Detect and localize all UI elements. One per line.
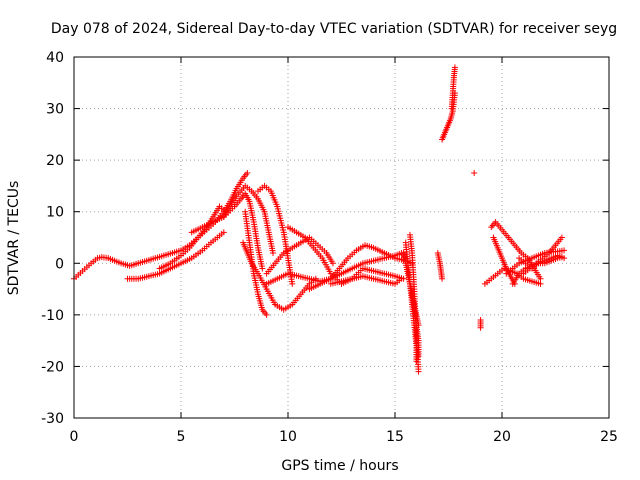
x-tick-label: 25 xyxy=(600,429,618,445)
series-track-b xyxy=(124,229,227,282)
data-point xyxy=(259,265,266,272)
y-tick-label: 40 xyxy=(46,50,64,66)
y-tick-label: 0 xyxy=(55,256,64,272)
series-track-a xyxy=(71,170,251,282)
data-point xyxy=(263,311,270,318)
data-point xyxy=(558,234,565,241)
x-tick-label: 15 xyxy=(386,429,404,445)
data-point xyxy=(415,353,422,360)
x-axis-ticks: 0 5 10 15 20 25 xyxy=(70,57,618,445)
series-track-e xyxy=(220,182,277,256)
x-axis-label: GPS time / hours xyxy=(281,458,398,474)
x-tick-label: 5 xyxy=(177,429,186,445)
series-track-t xyxy=(448,64,458,112)
data-point xyxy=(561,247,568,254)
x-tick-label: 20 xyxy=(493,429,511,445)
data-point xyxy=(451,64,458,71)
series-outlier-b xyxy=(477,317,484,331)
y-tick-label: 10 xyxy=(46,205,64,221)
plot-frame xyxy=(73,56,610,419)
y-tick-label: -10 xyxy=(41,308,64,324)
data-point xyxy=(439,275,446,282)
data-point xyxy=(537,280,544,287)
y-tick-label: -30 xyxy=(41,411,64,427)
series-track-l xyxy=(306,242,416,293)
series-track-g xyxy=(240,239,319,313)
y-axis-label: SDTVAR / TECUs xyxy=(6,181,22,296)
x-tick-label: 0 xyxy=(70,429,79,445)
series-track-i xyxy=(263,234,336,277)
y-tick-label: 30 xyxy=(46,102,64,118)
y-tick-label: 20 xyxy=(46,153,64,169)
series-track-r xyxy=(434,249,446,282)
grid xyxy=(74,57,609,418)
data-point xyxy=(270,249,277,256)
data-point xyxy=(329,260,336,267)
series-track-aa xyxy=(516,252,568,272)
series-track-m xyxy=(327,273,405,287)
series-track-q xyxy=(409,291,422,360)
data-point xyxy=(415,368,422,375)
data-point xyxy=(244,170,251,177)
chart-title: Day 078 of 2024, Sidereal Day-to-day VTE… xyxy=(51,21,617,37)
data-point xyxy=(398,275,405,282)
series-track-h xyxy=(255,182,296,287)
y-axis-ticks: -30 -20 -10 0 10 20 30 40 xyxy=(41,50,609,427)
y-tick-label: -20 xyxy=(41,359,64,375)
data-point xyxy=(561,255,568,262)
x-tick-label: 10 xyxy=(279,429,297,445)
data-point xyxy=(289,280,296,287)
data-point xyxy=(471,170,478,177)
data-point xyxy=(537,275,544,282)
series-outlier-a xyxy=(471,170,478,177)
data-point xyxy=(220,229,227,236)
data-markers xyxy=(71,64,568,375)
data-point xyxy=(477,324,484,331)
series-track-f xyxy=(242,208,270,318)
